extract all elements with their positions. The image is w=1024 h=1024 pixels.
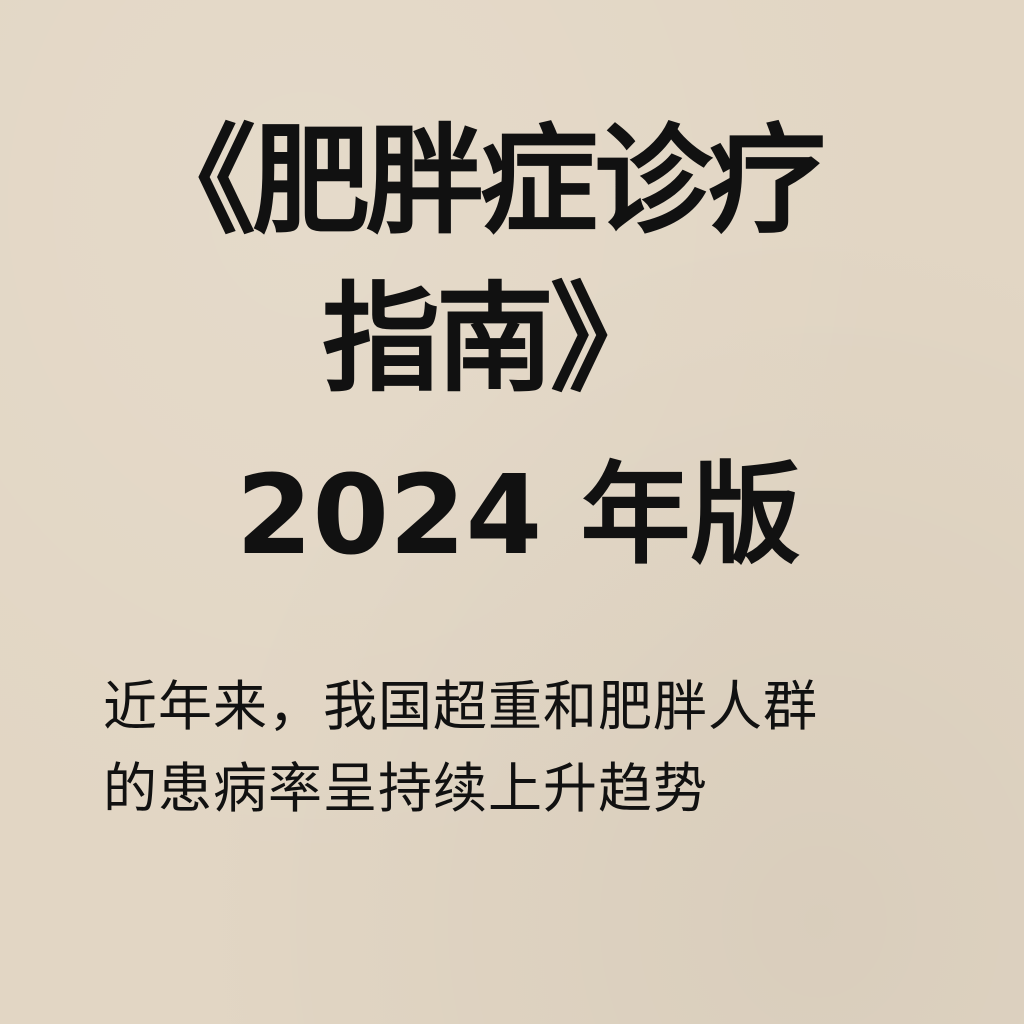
subtitle-line-2: 的患病率呈持续上升趋势	[103, 757, 708, 820]
edition-label: 2024 年版	[236, 451, 801, 579]
title-line-1: 《肥胖症诊疗	[138, 112, 826, 250]
title-line-2: 指南》	[322, 270, 668, 408]
subtitle-line-1: 近年来，我国超重和肥胖人群	[103, 675, 818, 738]
